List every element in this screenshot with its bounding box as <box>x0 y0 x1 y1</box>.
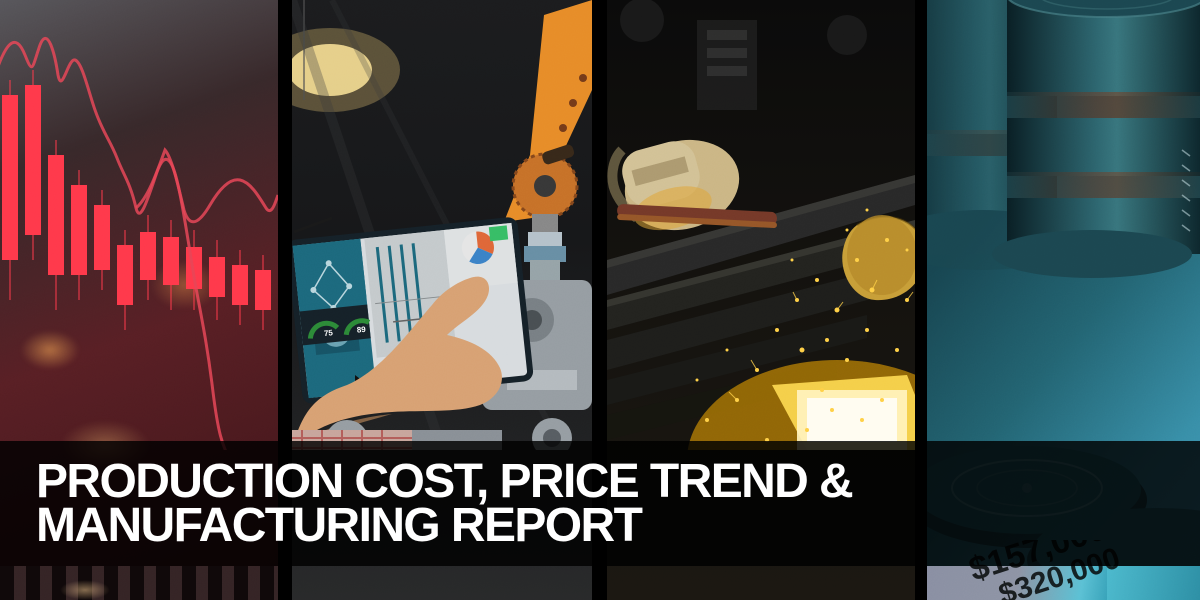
svg-text:89: 89 <box>356 325 366 335</box>
svg-text:75: 75 <box>324 328 334 338</box>
